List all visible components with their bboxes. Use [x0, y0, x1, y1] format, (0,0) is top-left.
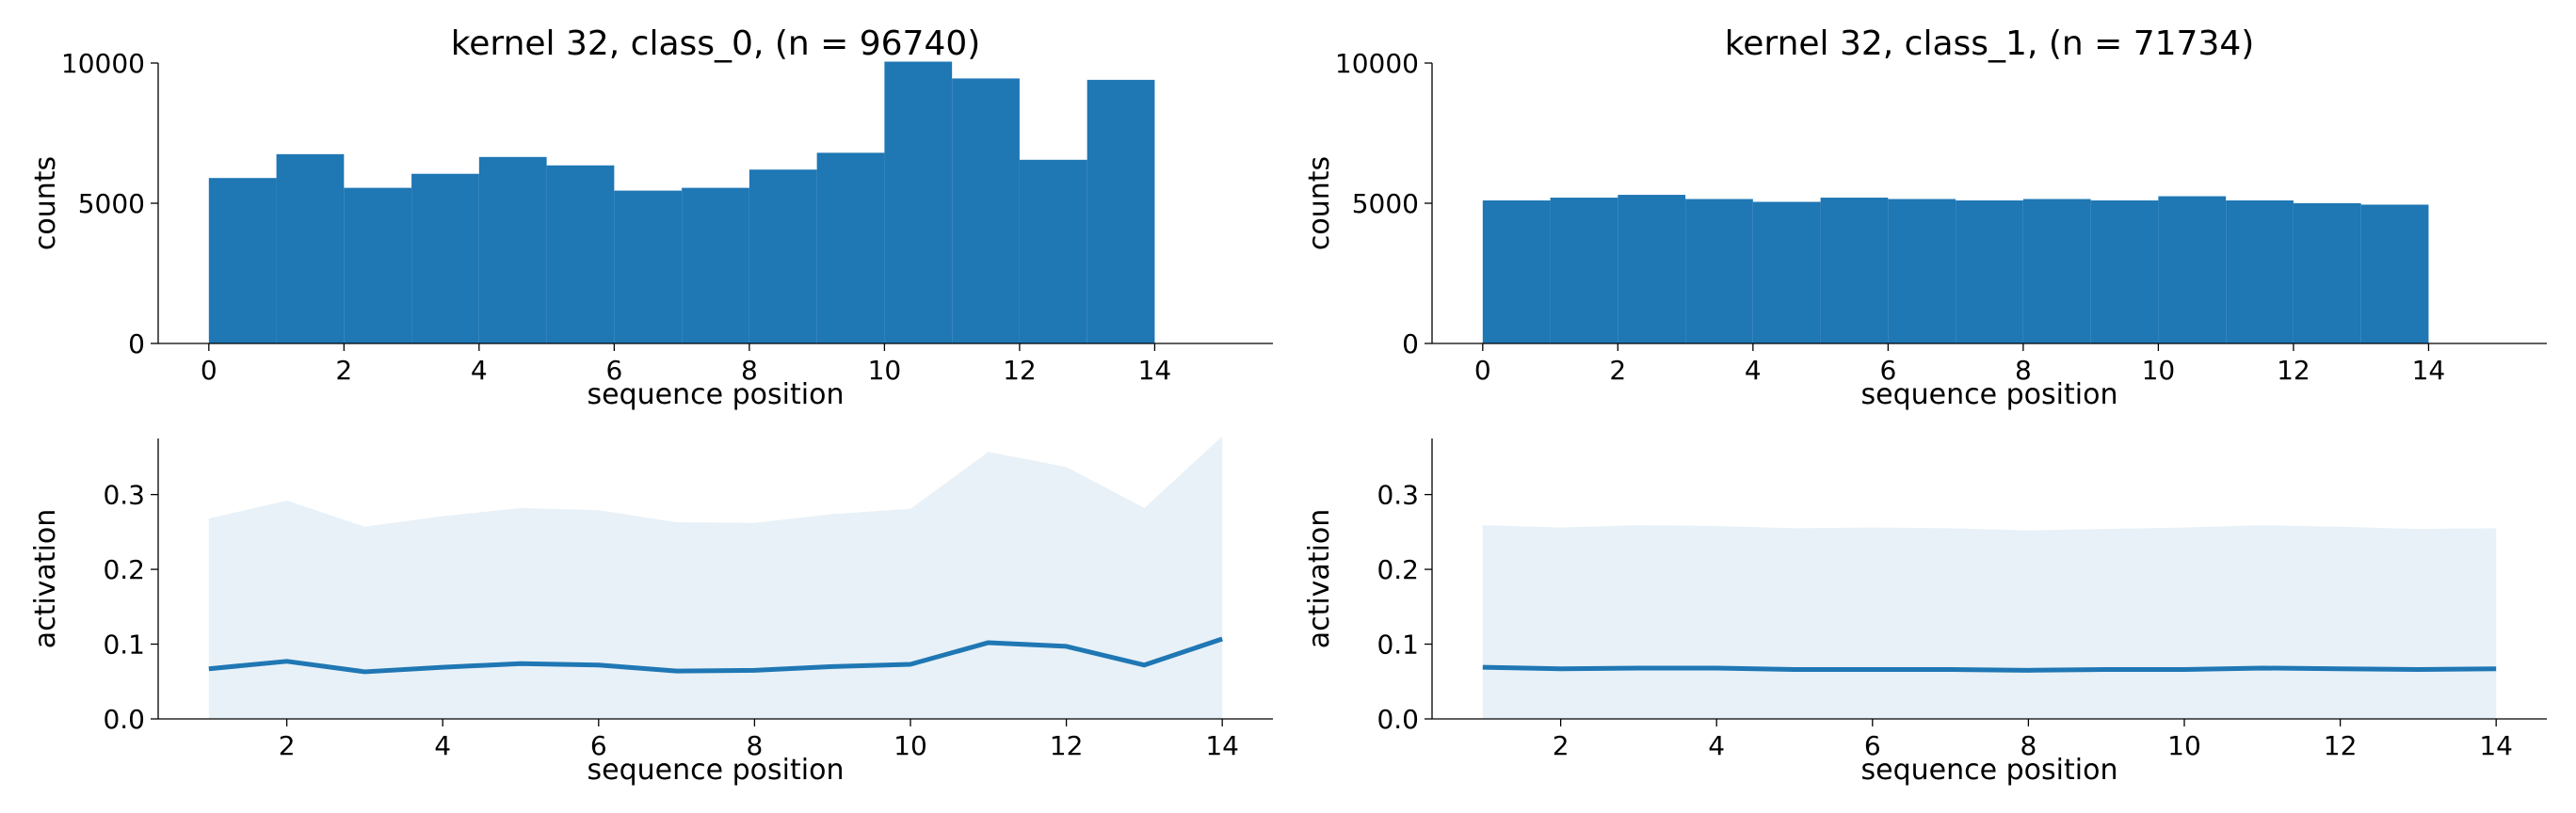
- x-tick-label: 8: [2015, 355, 2032, 386]
- x-tick-label: 2: [279, 730, 296, 761]
- x-tick-label: 2: [1609, 355, 1626, 386]
- x-tick-label: 0: [201, 355, 217, 386]
- x-tick-label: 12: [1003, 355, 1037, 386]
- activation-line-0: [1482, 664, 2497, 673]
- histogram-bar-11: [2226, 200, 2294, 343]
- histogram-bar-0: [208, 178, 277, 343]
- y-tick-label: 0.1: [1377, 630, 1419, 661]
- x-tick-label: 14: [1205, 730, 1239, 761]
- chart-panel-4: 2 4 6 8 10 12 14 0.0 0.1 0.2 0.3 sequence position a…: [1303, 438, 2547, 787]
- histogram-bar-5: [1820, 198, 1889, 343]
- y-tick-label: 0.2: [103, 554, 145, 585]
- histogram-bar-12: [2293, 203, 2361, 343]
- histogram-bar-10: [2158, 196, 2227, 343]
- x-tick-label: 12: [2324, 730, 2358, 761]
- y-tick-label: 10000: [1335, 48, 1419, 79]
- x-tick-label: 2: [1553, 730, 1570, 761]
- histogram-bar-13: [2360, 204, 2429, 343]
- histogram-bar-5: [546, 165, 615, 343]
- x-tick-label: 6: [1864, 730, 1881, 761]
- y-axis-label: counts: [1303, 156, 1336, 250]
- x-tick-label: 4: [434, 730, 451, 761]
- x-axis-label: sequence position: [1861, 754, 2118, 787]
- x-tick-label: 4: [1708, 730, 1725, 761]
- activation-band-0: [208, 436, 1223, 719]
- histogram-bar-11: [952, 78, 1020, 343]
- histogram-bar-10: [884, 61, 953, 343]
- x-tick-label: 8: [2020, 730, 2037, 761]
- y-tick-label: 0.0: [103, 704, 145, 735]
- x-tick-label: 8: [741, 355, 758, 386]
- y-tick-label: 5000: [78, 188, 145, 219]
- y-tick-label: 0.1: [103, 630, 145, 661]
- histogram-bar-13: [1087, 79, 1155, 343]
- chart-panel-1: 0 2 4 6 8 10 12 14 0 5000 10000 sequence position co…: [29, 24, 1273, 411]
- y-tick-label: 5000: [1352, 188, 1419, 219]
- histogram-bar-8: [2022, 199, 2091, 343]
- x-axis-label: sequence position: [588, 754, 845, 787]
- x-tick-label: 6: [1879, 355, 1896, 386]
- chart-panel-3: 2 4 6 8 10 12 14 0.0 0.1 0.2 0.3 sequence position a…: [29, 436, 1273, 787]
- chart-title: kernel 32, class_0, (n = 96740): [451, 24, 981, 63]
- histogram-bar-4: [478, 156, 547, 343]
- y-tick-label: 10000: [61, 48, 145, 79]
- x-tick-label: 10: [2142, 355, 2176, 386]
- y-axis-label: counts: [29, 156, 62, 250]
- x-tick-label: 12: [2277, 355, 2310, 386]
- histogram-bar-9: [2090, 200, 2159, 343]
- y-axis-label: activation: [29, 509, 62, 649]
- y-axis-label: activation: [1303, 509, 1336, 649]
- x-tick-label: 14: [2412, 355, 2446, 386]
- activation-line-0: [208, 636, 1223, 675]
- x-axis-label: sequence position: [1861, 378, 2118, 411]
- histogram-bar-4: [1752, 201, 1821, 343]
- histogram-bar-7: [1956, 200, 2023, 343]
- chart-panel-2: 0 2 4 6 8 10 12 14 0 5000 10000 sequence position co…: [1303, 24, 2547, 411]
- histogram-bar-1: [276, 153, 345, 343]
- y-tick-label: 0.3: [1377, 480, 1419, 511]
- y-tick-label: 0.2: [1377, 554, 1419, 585]
- x-tick-label: 12: [1050, 730, 1084, 761]
- x-tick-label: 0: [1474, 355, 1491, 386]
- histogram-bar-2: [344, 187, 412, 343]
- y-tick-label: 0.0: [1377, 704, 1419, 735]
- x-tick-label: 10: [2167, 730, 2201, 761]
- histogram-bar-9: [816, 152, 885, 343]
- chart-title: kernel 32, class_1, (n = 71734): [1725, 24, 2255, 63]
- histogram-bar-1: [1550, 198, 1618, 343]
- x-tick-label: 8: [746, 730, 763, 761]
- x-tick-label: 6: [605, 355, 622, 386]
- x-tick-label: 4: [471, 355, 488, 386]
- histogram-bar-3: [411, 173, 479, 343]
- x-tick-label: 4: [1745, 355, 1762, 386]
- x-tick-label: 14: [2479, 730, 2513, 761]
- y-tick-label: 0: [1402, 328, 1419, 359]
- y-tick-label: 0.3: [103, 480, 145, 511]
- histogram-bar-6: [1888, 199, 1956, 343]
- x-tick-label: 10: [894, 730, 927, 761]
- histogram-bar-8: [749, 169, 817, 343]
- y-tick-label: 0: [128, 328, 145, 359]
- x-tick-label: 10: [868, 355, 902, 386]
- x-tick-label: 2: [335, 355, 352, 386]
- x-axis-label: sequence position: [588, 378, 845, 411]
- histogram-bar-6: [614, 190, 683, 343]
- activation-band-0: [1482, 525, 2497, 719]
- histogram-bar-12: [1019, 159, 1087, 343]
- histogram-bar-0: [1482, 200, 1551, 343]
- x-tick-label: 6: [590, 730, 607, 761]
- x-tick-label: 14: [1138, 355, 1172, 386]
- histogram-bar-3: [1685, 199, 1753, 343]
- histogram-bar-7: [682, 187, 749, 343]
- histogram-bar-2: [1618, 195, 1686, 343]
